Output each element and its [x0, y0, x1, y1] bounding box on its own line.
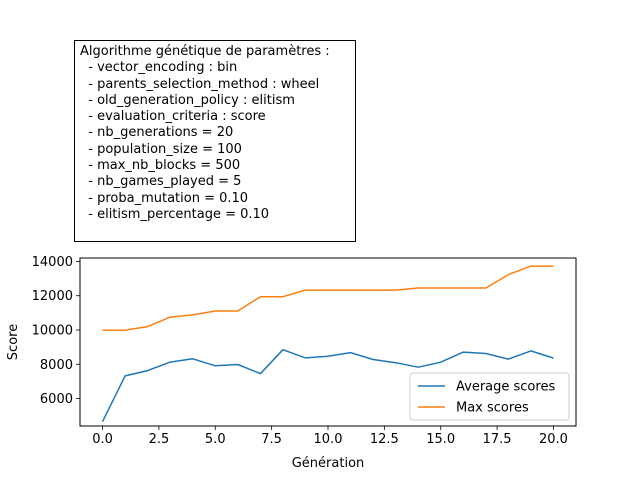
x-tick-label: 15.0	[426, 432, 455, 447]
x-tick-label: 7.5	[261, 432, 282, 447]
parameters-title: Algorithme génétique de paramètres :	[80, 44, 330, 59]
legend: Average scores Max scores	[409, 372, 570, 421]
x-tick-label: 5.0	[205, 432, 226, 447]
y-tick-label: 10000	[32, 324, 73, 339]
parameters-box: Algorithme génétique de paramètres : - v…	[74, 40, 356, 242]
parameter-line: - proba_mutation = 0.10	[80, 190, 249, 206]
parameter-line: - nb_generations = 20	[80, 125, 234, 141]
y-tick-label: 8000	[40, 358, 73, 373]
x-tick-label: 10.0	[314, 432, 343, 447]
legend-entry: Max scores	[456, 401, 529, 416]
x-tick-label: 2.5	[149, 432, 170, 447]
x-tick-label: 17.5	[483, 432, 512, 447]
y-tick-label: 14000	[32, 255, 73, 270]
y-axis-label: Score	[6, 324, 21, 360]
legend-frame	[409, 372, 570, 421]
parameter-line: - max_nb_blocks = 500	[80, 158, 241, 174]
x-tick-label: 12.5	[370, 432, 399, 447]
parameter-line: - parents_selection_method : wheel	[80, 76, 320, 92]
y-tick-label: 12000	[32, 289, 73, 304]
parameter-line: - population_size = 100	[80, 141, 242, 157]
legend-entry: Average scores	[456, 380, 555, 395]
series-line-0	[101, 348, 554, 423]
series-line-1	[102, 265, 554, 331]
x-tick-label: 20.0	[539, 432, 568, 447]
y-tick-label: 6000	[40, 392, 73, 407]
parameter-line: - old_generation_policy : elitism	[80, 92, 295, 108]
parameter-line: - nb_games_played = 5	[80, 174, 242, 190]
x-axis-label: Génération	[292, 456, 365, 471]
parameter-line: - evaluation_criteria : score	[80, 109, 266, 125]
x-tick-label: 0.0	[92, 432, 113, 447]
parameter-line: - elitism_percentage = 0.10	[80, 206, 270, 222]
parameter-line: - vector_encoding : bin	[80, 60, 238, 76]
